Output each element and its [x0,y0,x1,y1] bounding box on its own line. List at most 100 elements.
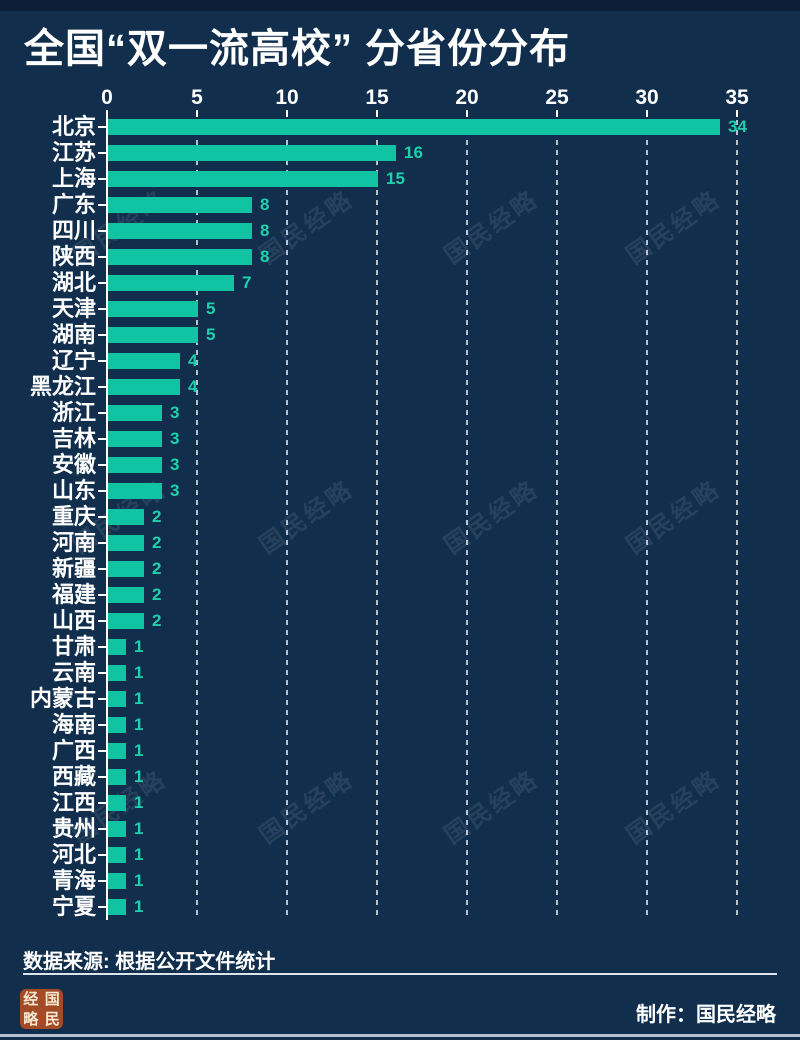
category-label: 西藏 [51,764,96,789]
category-label: 上海 [51,166,96,191]
category-label: 云南 [51,660,96,685]
y-axis-tick-mark [98,854,106,856]
y-axis-tick-mark [98,542,106,544]
logo-character: 国 [44,989,60,1008]
category-label: 甘肃 [51,634,96,659]
bar [108,587,144,603]
watermark-text: 国民经略 [439,185,544,270]
value-label: 2 [152,611,162,630]
bar [108,249,252,265]
category-label: 海南 [51,712,96,737]
x-axis-tick-label: 25 [545,86,569,109]
y-axis-tick-mark [98,620,106,622]
gridline-20 [466,110,468,920]
y-axis-tick-mark [98,776,106,778]
x-axis-tick-mark [736,110,738,117]
brand-seal-logo: 经国略民 [20,989,63,1029]
value-label: 2 [152,585,162,604]
category-label: 新疆 [51,556,96,581]
gridline-10 [286,110,288,920]
value-label: 1 [134,637,144,656]
bar [108,665,126,681]
category-label: 辽宁 [51,348,96,373]
category-label: 山东 [51,478,96,503]
value-label: 1 [134,689,144,708]
x-axis-tick-label: 10 [275,86,299,109]
y-axis-tick-mark [98,204,106,206]
y-axis-tick-mark [98,646,106,648]
value-label: 4 [188,377,198,396]
category-label: 四川 [51,218,96,243]
value-label: 8 [260,195,270,214]
bottom-edge-line [0,1034,800,1037]
watermark-text: 国民经略 [621,765,726,850]
y-axis-tick-mark [98,386,106,388]
category-label: 河南 [51,530,96,555]
bar [108,769,126,785]
category-label: 天津 [51,296,96,321]
bar [108,483,162,499]
y-axis-line [106,110,108,920]
y-axis-tick-mark [98,750,106,752]
bar [108,847,126,863]
category-label: 吉林 [51,426,96,451]
gridline-5 [196,110,198,920]
category-label: 贵州 [51,816,96,841]
category-label: 广西 [51,738,96,763]
category-label: 北京 [51,114,96,139]
value-label: 1 [134,793,144,812]
y-axis-tick-mark [98,438,106,440]
bar [108,379,180,395]
data-source-label: 数据来源: 根据公开文件统计 [23,951,276,973]
y-axis-tick-mark [98,282,106,284]
bar [108,535,144,551]
value-label: 1 [134,663,144,682]
y-axis-tick-mark [98,828,106,830]
value-label: 1 [134,741,144,760]
value-label: 5 [206,299,216,318]
y-axis-tick-mark [98,880,106,882]
x-axis-tick-label: 0 [101,86,113,109]
x-axis-tick-label: 20 [455,86,479,109]
bar [108,691,126,707]
category-label: 安徽 [51,452,96,477]
value-label: 1 [134,819,144,838]
logo-character: 略 [23,1009,39,1028]
bar [108,717,126,733]
bar [108,301,198,317]
x-axis-tick-mark [286,110,288,117]
y-axis-tick-mark [98,594,106,596]
y-axis-tick-mark [98,724,106,726]
bar [108,561,144,577]
logo-character: 民 [44,1009,60,1028]
y-axis-tick-mark [98,672,106,674]
x-axis-tick-mark [556,110,558,117]
bar [108,457,162,473]
x-axis-tick-mark [646,110,648,117]
bar [108,119,720,135]
x-axis-tick-mark [196,110,198,117]
y-axis-tick-mark [98,568,106,570]
watermark-text: 国民经略 [621,475,726,560]
gridline-25 [556,110,558,920]
top-strip [0,0,800,11]
y-axis-tick-mark [98,464,106,466]
category-label: 内蒙古 [29,686,96,711]
x-axis-tick-mark [466,110,468,117]
x-axis-tick-mark [376,110,378,117]
y-axis-tick-mark [98,334,106,336]
category-label: 宁夏 [51,894,96,919]
y-axis-tick-mark [98,412,106,414]
category-label: 山西 [51,608,96,633]
credit-label: 制作：国民经略 [636,1004,776,1026]
bar [108,613,144,629]
bar [108,509,144,525]
value-label: 7 [242,273,252,292]
y-axis-tick-mark [98,152,106,154]
y-axis-tick-mark [98,230,106,232]
watermark-text: 国民经略 [439,475,544,560]
value-label: 5 [206,325,216,344]
gridline-30 [646,110,648,920]
category-label: 黑龙江 [29,374,96,399]
